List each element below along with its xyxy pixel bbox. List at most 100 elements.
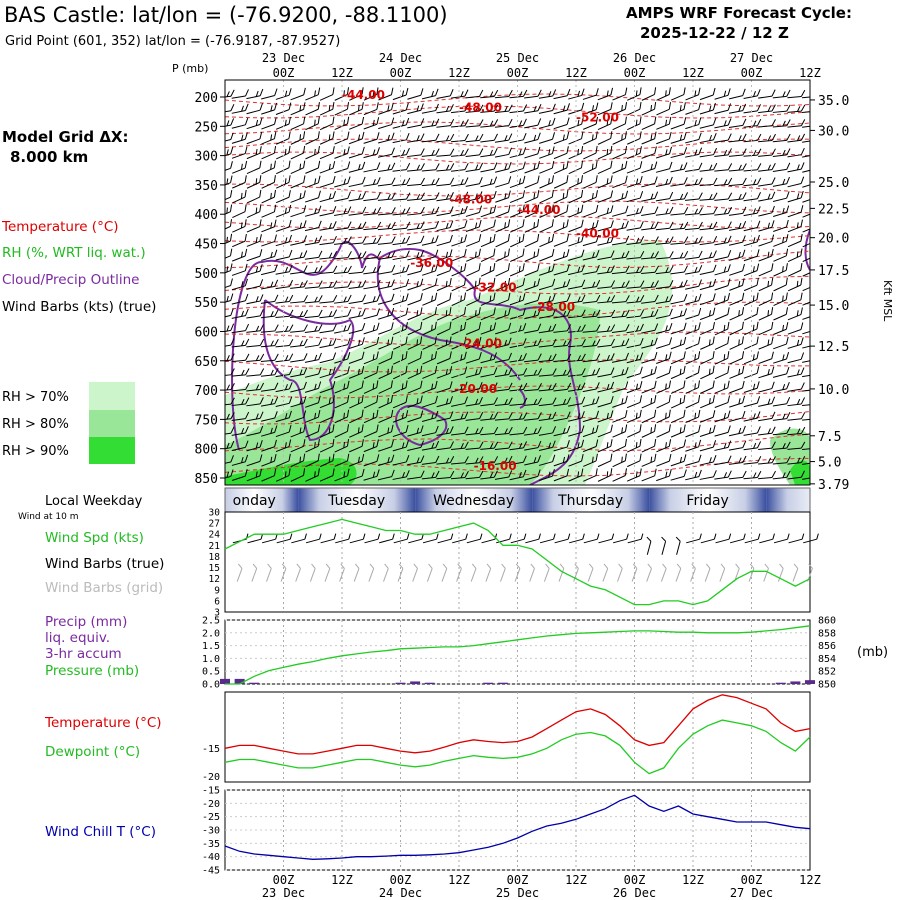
barb-feather <box>639 87 642 95</box>
barb-feather <box>508 89 513 97</box>
barb-feather <box>610 145 613 154</box>
barb-feather <box>230 323 235 331</box>
barb-shaft <box>421 447 436 451</box>
barb-shaft <box>553 330 568 333</box>
barb-feather <box>274 396 279 404</box>
wind-barb <box>261 131 277 145</box>
wind-barb <box>231 117 249 129</box>
barb-feather <box>431 179 435 185</box>
barb-feather <box>694 149 698 156</box>
barb-feather <box>581 279 586 287</box>
barb-feather <box>548 178 550 185</box>
barb-shaft <box>246 95 261 100</box>
wind-barb <box>524 293 541 305</box>
barb-shaft <box>393 357 407 365</box>
barb-feather <box>756 234 760 243</box>
barb-shaft <box>465 403 480 407</box>
wind-barb <box>407 292 423 306</box>
wind-barb <box>275 131 291 145</box>
barb-shaft <box>319 344 334 349</box>
barb-feather <box>596 324 601 332</box>
wind-barb <box>480 176 498 188</box>
wind-barb <box>231 454 249 466</box>
barb-shaft <box>378 328 392 335</box>
barb-feather <box>479 411 484 419</box>
barb-shaft <box>290 286 305 289</box>
barb-feather <box>449 249 453 257</box>
barb-feather <box>523 104 528 112</box>
wind-barb <box>305 190 321 203</box>
barb-feather <box>581 353 586 361</box>
barb-shaft <box>378 124 392 130</box>
barb-feather <box>665 119 668 126</box>
wind-barb <box>524 89 542 99</box>
barb-feather <box>625 338 630 346</box>
wind-barb <box>407 148 425 158</box>
barb-shaft <box>319 286 334 289</box>
wind-barb <box>436 263 453 277</box>
pressure-tick-label: 858 <box>818 628 836 639</box>
barb-shaft <box>290 431 304 438</box>
true-wind-barb <box>335 533 351 544</box>
barb-feather <box>475 164 479 171</box>
barb-feather <box>679 368 682 375</box>
barb-feather <box>434 292 438 300</box>
barb-feather <box>328 456 331 463</box>
barb-shaft <box>363 300 378 305</box>
barb-shaft <box>319 108 334 116</box>
wind-barb <box>377 207 396 216</box>
barb-feather <box>504 222 506 229</box>
barb-feather <box>727 455 732 463</box>
barb-shaft <box>670 329 685 335</box>
barb-feather <box>665 267 669 273</box>
top-time-tick-label: 12Z <box>448 66 470 80</box>
barb-shaft <box>553 270 568 276</box>
barb-shaft <box>670 300 685 305</box>
barb-feather <box>782 443 786 449</box>
barb-shaft <box>225 196 231 204</box>
barb-feather <box>756 277 759 286</box>
barb-shaft <box>275 315 290 319</box>
barb-feather <box>723 266 727 273</box>
barb-feather <box>509 533 512 540</box>
wind-barb <box>465 176 483 187</box>
barb-feather <box>405 351 408 359</box>
wind-barb <box>641 87 657 101</box>
barb-feather <box>343 90 345 97</box>
barb-shaft <box>246 285 261 290</box>
barb-feather <box>665 383 667 390</box>
barb-shaft <box>801 95 810 99</box>
barb-feather <box>464 470 469 478</box>
barb-feather <box>771 441 776 449</box>
wind-barb <box>714 307 730 321</box>
wind-barb <box>611 309 630 319</box>
barb-shaft <box>378 300 392 305</box>
barb-feather <box>420 425 424 433</box>
wind-barb <box>787 277 803 292</box>
barb-feather <box>314 296 318 303</box>
barb-feather <box>741 351 745 359</box>
barb-feather <box>596 309 601 317</box>
barb-shaft <box>743 125 758 128</box>
barb-feather <box>610 295 616 302</box>
barb-feather <box>650 105 653 111</box>
wind-barb <box>407 88 424 100</box>
barb-feather <box>303 439 306 447</box>
barb-shaft <box>495 284 509 292</box>
wind-barb <box>290 87 306 101</box>
wind-barb <box>225 383 235 392</box>
barb-feather <box>347 294 352 302</box>
barb-feather <box>273 189 277 198</box>
barb-feather <box>376 221 382 229</box>
barb-feather <box>391 322 394 330</box>
barb-shaft <box>246 226 261 233</box>
barb-shaft <box>407 227 422 231</box>
barb-feather <box>332 87 335 95</box>
wind-barb <box>597 367 615 378</box>
barb-feather <box>226 413 230 420</box>
barb-feather <box>401 295 405 302</box>
barb-shaft <box>436 447 451 451</box>
wind-barb <box>772 133 791 143</box>
barb-feather <box>303 265 308 273</box>
barb-feather <box>708 310 712 317</box>
